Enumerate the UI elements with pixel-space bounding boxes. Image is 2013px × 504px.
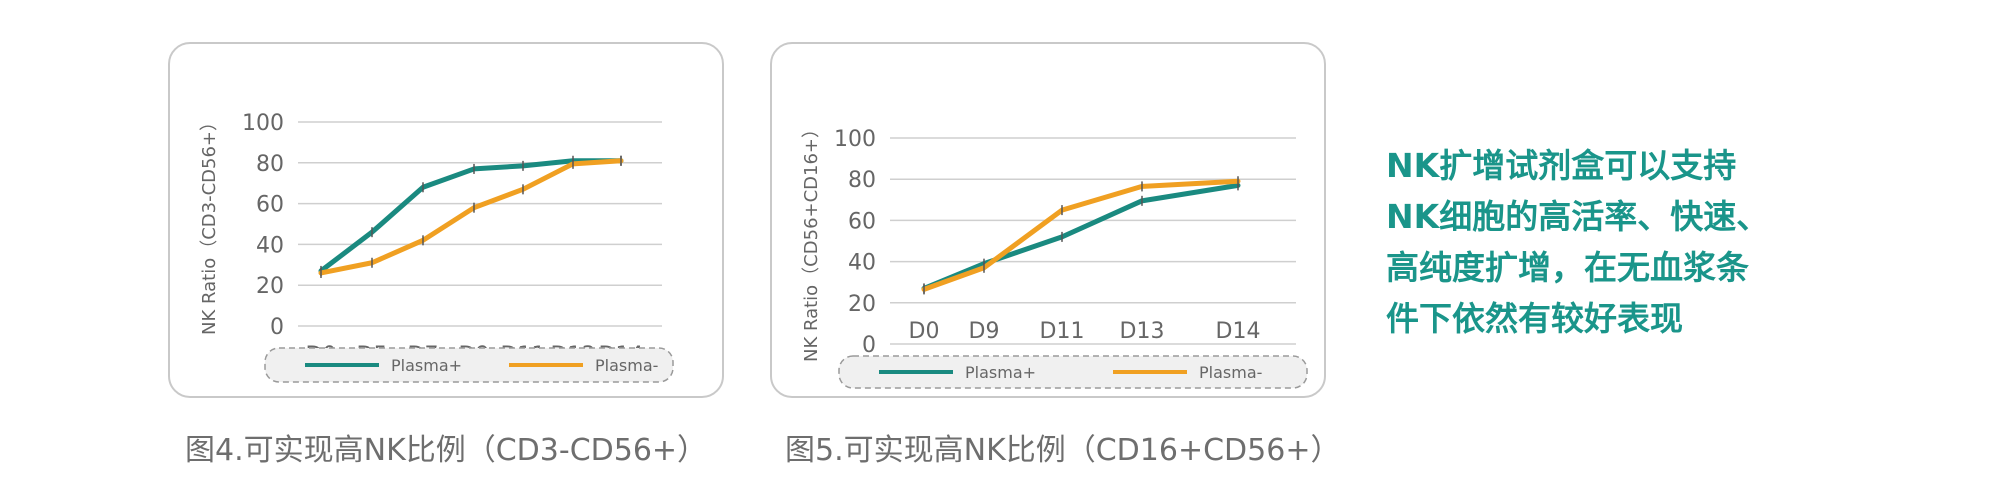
caption-2: 图5.可实现高NK比例（CD16+CD56+） — [785, 433, 1341, 468]
legend-label: Plasma- — [595, 356, 658, 375]
x-tick-label: D11 — [1040, 319, 1085, 344]
x-tick-label: D0 — [909, 319, 940, 344]
y-axis-label: NK Ratio（CD3-CD56+） — [199, 113, 220, 335]
x-tick-label: D13 — [1120, 319, 1165, 344]
legend-label: Plasma- — [1199, 363, 1262, 382]
y-tick-label: 20 — [256, 274, 284, 299]
y-tick-label: 60 — [256, 193, 284, 218]
y-tick-label: 100 — [242, 111, 284, 136]
series-line-plasma-plus — [318, 158, 624, 274]
x-tick-label: D9 — [969, 319, 1000, 344]
y-tick-label: 60 — [848, 209, 876, 234]
series-line-plasma-minus — [318, 158, 624, 276]
legend-box — [838, 355, 1308, 389]
caption-1: 图4.可实现高NK比例（CD3-CD56+） — [185, 433, 708, 468]
y-tick-label: 40 — [848, 251, 876, 276]
legend-box — [264, 347, 674, 383]
summary-text: NK扩增试剂盒可以支持 NK细胞的高活率、快速、 高纯度扩增，在无血浆条 件下依… — [1386, 140, 1806, 344]
chart-2: 0 20 40 60 80 100 D0 D9 D11 D13 D14 NK Ratio（CD56+C… — [801, 120, 1308, 389]
summary-line-4: 件下依然有较好表现 — [1386, 299, 1683, 338]
y-tick-label: 100 — [834, 127, 876, 152]
y-tick-label: 0 — [270, 315, 284, 340]
x-tick-label: D14 — [1216, 319, 1261, 344]
legend-label: Plasma+ — [391, 356, 462, 375]
y-tick-label: 0 — [862, 333, 876, 358]
y-tick-label: 80 — [256, 152, 284, 177]
chart-panel-2: 0 20 40 60 80 100 D0 D9 D11 D13 D14 NK Ratio（CD56+C… — [770, 42, 1326, 398]
y-tick-label: 40 — [256, 233, 284, 258]
legend-label: Plasma+ — [965, 363, 1036, 382]
y-tick-label: 80 — [848, 168, 876, 193]
chart-panel-1: 020406080100D0D5D7D9D11D13D14NK Ratio（CD… — [168, 42, 724, 398]
chart-1: 020406080100D0D5D7D9D11D13D14NK Ratio（CD… — [199, 111, 674, 383]
summary-line-1: NK扩增试剂盒可以支持 — [1386, 146, 1737, 185]
y-tick-label: 20 — [848, 292, 876, 317]
series-line-plasma-minus — [921, 178, 1241, 292]
summary-line-2: NK细胞的高活率、快速、 — [1386, 197, 1770, 236]
y-axis-label: NK Ratio（CD56+CD16+） — [801, 120, 822, 362]
summary-line-3: 高纯度扩增，在无血浆条 — [1386, 248, 1749, 287]
